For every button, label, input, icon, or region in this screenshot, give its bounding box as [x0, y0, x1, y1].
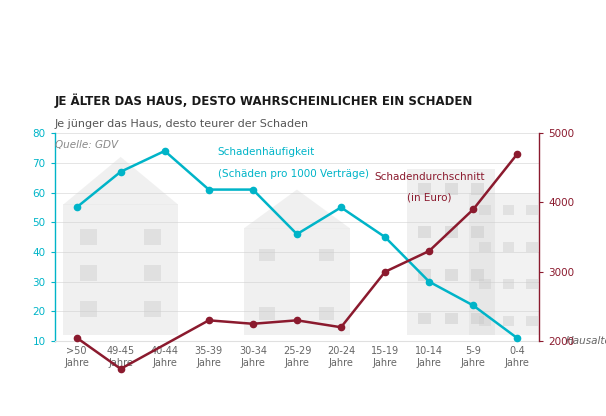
Bar [418, 226, 431, 238]
Bar [418, 183, 431, 195]
Bar [479, 316, 491, 326]
Bar [479, 205, 491, 215]
Bar [144, 301, 161, 317]
Bar [527, 205, 538, 215]
Bar [502, 242, 514, 252]
Bar [469, 193, 548, 335]
Bar [471, 313, 484, 324]
Bar [144, 229, 161, 245]
Text: JE ÄLTER DAS HAUS, DESTO WAHRSCHEINLICHER EIN SCHADEN: JE ÄLTER DAS HAUS, DESTO WAHRSCHEINLICHE… [55, 94, 473, 108]
Bar [527, 279, 538, 289]
Text: Schadendurchschnitt: Schadendurchschnitt [374, 172, 484, 182]
Bar [319, 307, 335, 320]
Bar [479, 279, 491, 289]
Bar [502, 205, 514, 215]
Polygon shape [64, 157, 178, 204]
Text: (in Euro): (in Euro) [407, 192, 451, 202]
Polygon shape [244, 190, 350, 228]
Bar [445, 183, 458, 195]
Bar [527, 242, 538, 252]
Text: Hausalter: Hausalter [566, 336, 606, 346]
Bar [471, 270, 484, 281]
Bar [502, 316, 514, 326]
Bar [445, 270, 458, 281]
Bar [527, 316, 538, 326]
Bar [418, 270, 431, 281]
Bar [80, 301, 97, 317]
Bar [319, 248, 335, 261]
Bar [502, 279, 514, 289]
Bar [144, 265, 161, 281]
Bar [471, 226, 484, 238]
Text: Quelle: GDV: Quelle: GDV [55, 140, 118, 150]
Bar [418, 313, 431, 324]
Bar [479, 242, 491, 252]
Bar [64, 204, 178, 335]
Text: Je jünger das Haus, desto teurer der Schaden: Je jünger das Haus, desto teurer der Sch… [55, 119, 308, 129]
Bar [80, 229, 97, 245]
Bar [445, 226, 458, 238]
Bar [407, 169, 495, 335]
Bar [259, 248, 275, 261]
Bar [80, 265, 97, 281]
Bar [471, 183, 484, 195]
Bar [445, 313, 458, 324]
Text: Schadenhäufigkeit: Schadenhäufigkeit [218, 147, 315, 157]
Bar [244, 228, 350, 335]
Bar [259, 307, 275, 320]
Text: (Schäden pro 1000 Verträge): (Schäden pro 1000 Verträge) [218, 169, 368, 179]
